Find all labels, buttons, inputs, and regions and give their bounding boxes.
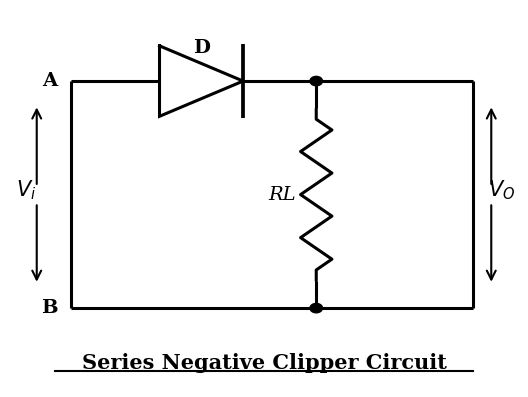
Text: A: A	[43, 72, 58, 90]
Circle shape	[310, 303, 323, 313]
Text: D: D	[193, 39, 210, 57]
Text: B: B	[41, 299, 58, 317]
Text: Series Negative Clipper Circuit: Series Negative Clipper Circuit	[81, 353, 447, 373]
Circle shape	[310, 76, 323, 86]
Text: $V_O$: $V_O$	[488, 179, 515, 202]
Text: RL: RL	[268, 185, 296, 204]
Text: $V_i$: $V_i$	[16, 179, 36, 202]
